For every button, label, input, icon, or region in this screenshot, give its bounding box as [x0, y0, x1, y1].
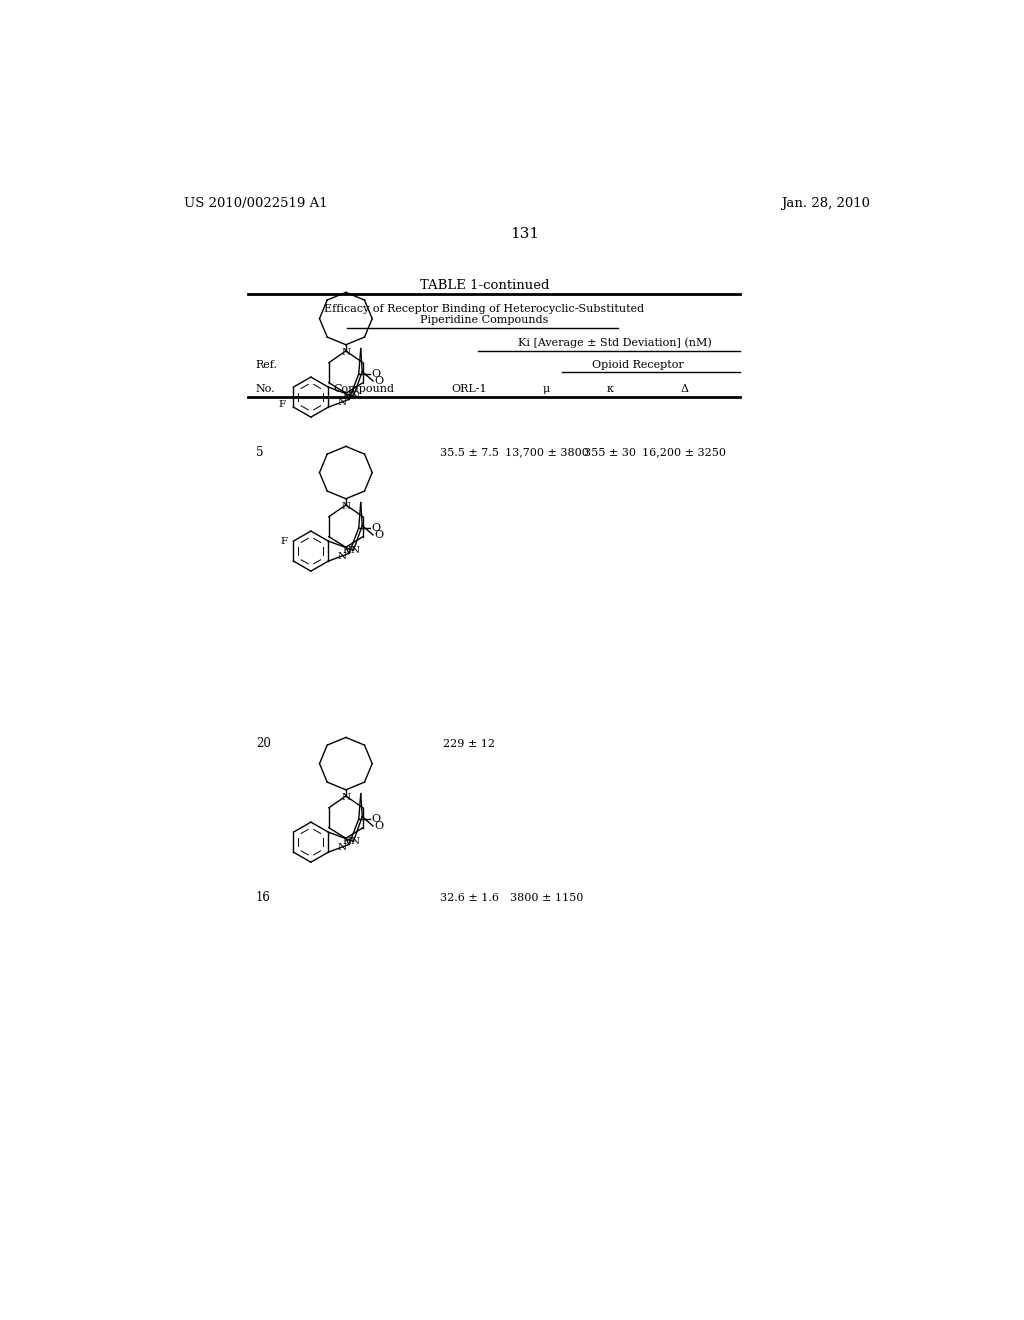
Text: O: O — [371, 523, 380, 533]
Text: 32.6 ± 1.6: 32.6 ± 1.6 — [439, 892, 499, 903]
Text: ORL-1: ORL-1 — [452, 384, 486, 395]
Text: N: N — [341, 502, 350, 511]
Text: 131: 131 — [510, 227, 540, 240]
Text: κ: κ — [606, 384, 613, 395]
Text: HN: HN — [343, 837, 360, 846]
Text: Ki [Average ± Std Deviation] (nM): Ki [Average ± Std Deviation] (nM) — [518, 338, 712, 348]
Text: 355 ± 30: 355 ± 30 — [584, 447, 636, 458]
Text: Efficacy of Receptor Binding of Heterocyclic-Substituted: Efficacy of Receptor Binding of Heterocy… — [325, 305, 644, 314]
Text: F: F — [279, 400, 286, 409]
Text: Δ: Δ — [681, 384, 688, 395]
Text: 13,700 ± 3800: 13,700 ± 3800 — [505, 447, 589, 458]
Text: Ref.: Ref. — [256, 360, 278, 370]
Text: TABLE 1-continued: TABLE 1-continued — [420, 279, 549, 292]
Text: Compound: Compound — [334, 384, 395, 395]
Text: Piperidine Compounds: Piperidine Compounds — [420, 315, 549, 325]
Text: No.: No. — [256, 384, 275, 395]
Text: 35.5 ± 7.5: 35.5 ± 7.5 — [439, 447, 499, 458]
Text: HN: HN — [343, 392, 360, 401]
Text: Jan. 28, 2010: Jan. 28, 2010 — [781, 197, 870, 210]
Text: 5: 5 — [256, 446, 263, 459]
Text: 20: 20 — [256, 737, 270, 750]
Text: HN: HN — [343, 546, 360, 554]
Text: O: O — [375, 821, 384, 832]
Text: F: F — [281, 537, 288, 545]
Text: N: N — [338, 843, 347, 851]
Text: μ: μ — [543, 384, 550, 395]
Text: 16: 16 — [256, 891, 270, 904]
Text: 3800 ± 1150: 3800 ± 1150 — [510, 892, 584, 903]
Text: 16,200 ± 3250: 16,200 ± 3250 — [642, 447, 726, 458]
Text: O: O — [375, 376, 384, 385]
Text: N: N — [341, 793, 350, 801]
Text: N: N — [338, 397, 347, 407]
Text: Opioid Receptor: Opioid Receptor — [592, 360, 684, 370]
Text: 229 ± 12: 229 ± 12 — [443, 739, 495, 748]
Text: O: O — [371, 370, 380, 379]
Text: US 2010/0022519 A1: US 2010/0022519 A1 — [183, 197, 328, 210]
Text: N: N — [341, 348, 350, 356]
Text: O: O — [375, 529, 384, 540]
Text: O: O — [371, 814, 380, 824]
Text: N: N — [338, 552, 347, 561]
